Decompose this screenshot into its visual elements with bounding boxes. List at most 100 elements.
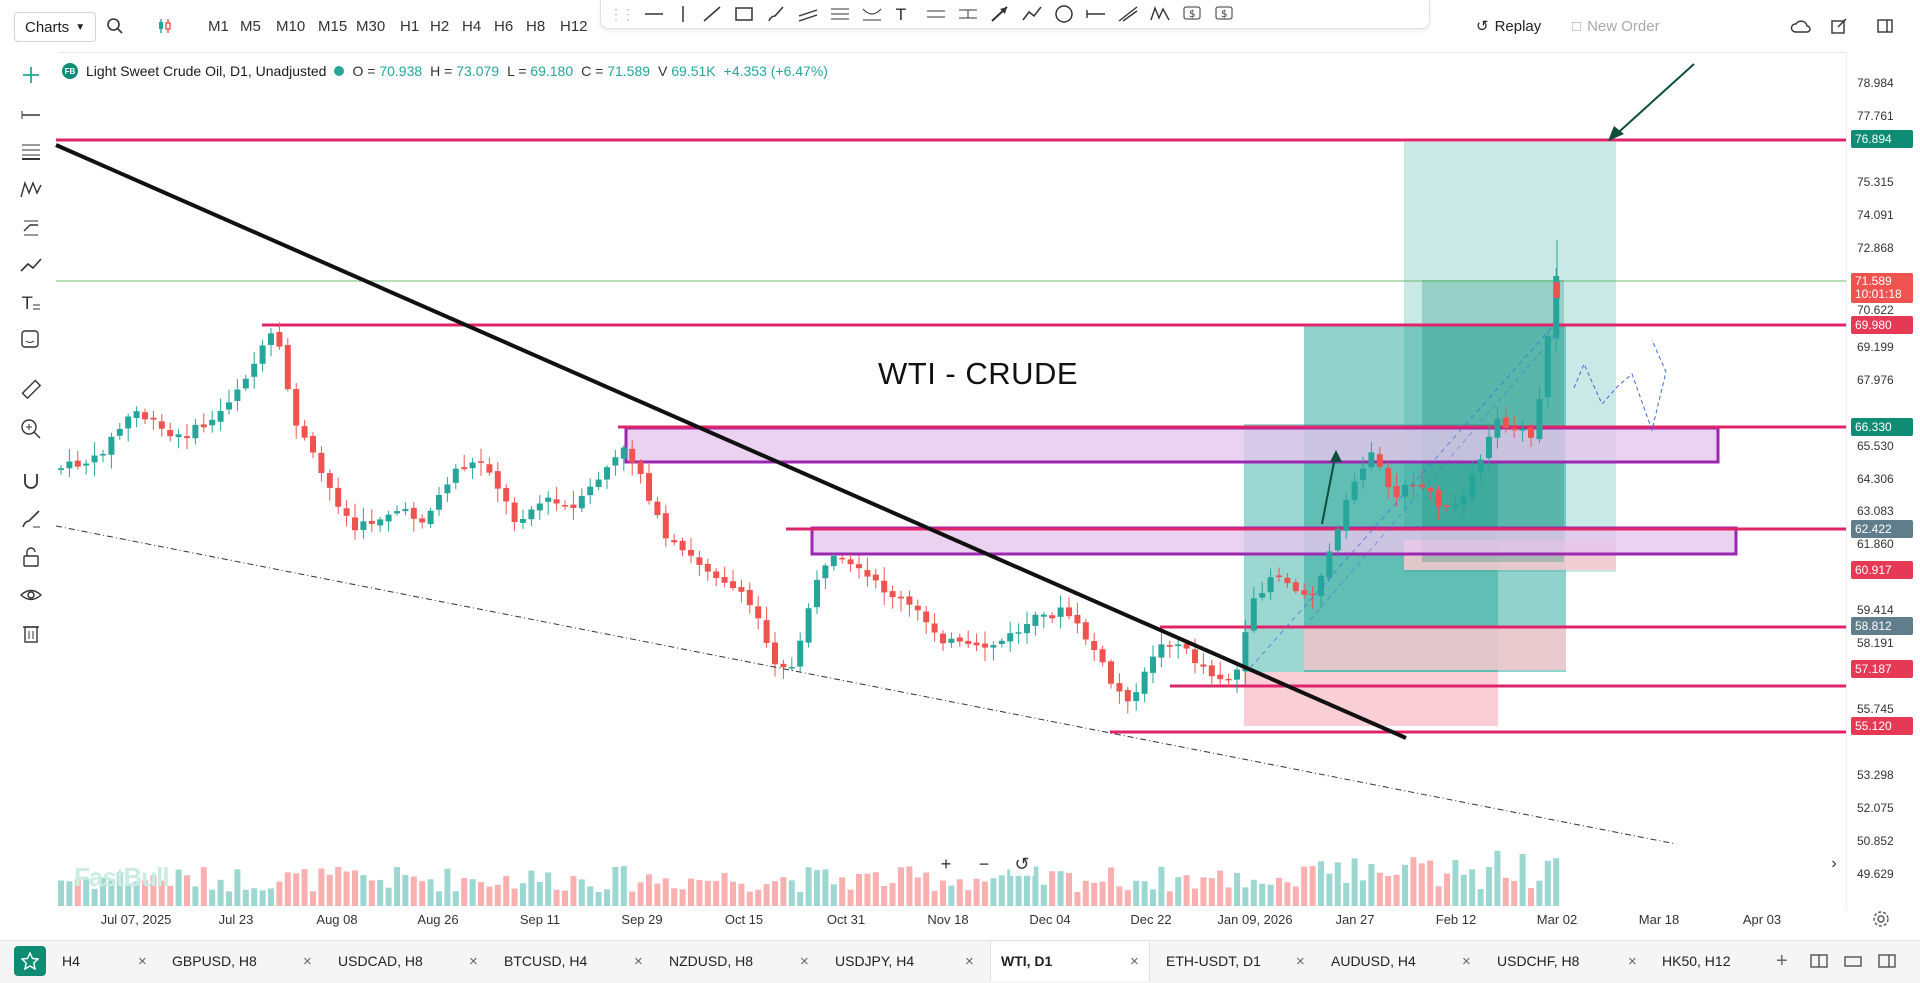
- tab-usdcad[interactable]: USDCAD, H8: [338, 953, 423, 969]
- price-tag-60917[interactable]: 60.917: [1851, 561, 1913, 579]
- tf-h8[interactable]: H8: [526, 17, 546, 35]
- eye-icon[interactable]: [18, 582, 44, 608]
- range-tool-icon[interactable]: [1085, 4, 1107, 24]
- projection-icon[interactable]: [18, 214, 44, 240]
- scroll-right-icon[interactable]: ›: [1822, 852, 1846, 876]
- tab-btcusd[interactable]: BTCUSD, H4: [504, 953, 588, 969]
- tf-h6[interactable]: H6: [494, 17, 514, 35]
- new-order-button[interactable]: □ New Order: [1572, 0, 1660, 52]
- resistance-zone-lower[interactable]: [810, 526, 1738, 556]
- close-icon[interactable]: ×: [1462, 952, 1471, 970]
- price-label-tool-icon[interactable]: $: [1181, 4, 1203, 24]
- chart-annotation-text[interactable]: WTI - CRUDE: [878, 356, 1079, 391]
- hline-icon[interactable]: [18, 102, 44, 128]
- price-tag-55120[interactable]: 55.120: [1851, 717, 1913, 735]
- charts-menu-button[interactable]: Charts ▼: [14, 12, 97, 42]
- target-arrow-line[interactable]: [1609, 63, 1695, 141]
- zoom-in-icon[interactable]: [18, 416, 44, 442]
- fib-channel-tool-icon[interactable]: [861, 4, 883, 24]
- parallel-tool-icon[interactable]: [925, 4, 947, 24]
- resistance-zone-upper[interactable]: [624, 426, 1720, 464]
- tab-h4[interactable]: H4: [62, 953, 80, 969]
- zoom-in-button[interactable]: +: [934, 852, 958, 876]
- replay-button[interactable]: ↺ Replay: [1476, 0, 1541, 52]
- tab-usdchf[interactable]: USDCHF, H8: [1497, 953, 1580, 969]
- trend-icon[interactable]: [18, 252, 44, 278]
- close-icon[interactable]: ×: [1130, 952, 1139, 970]
- minimize-icon[interactable]: [1844, 941, 1862, 981]
- fib-icon[interactable]: [18, 138, 44, 164]
- close-icon[interactable]: ×: [1628, 952, 1637, 970]
- drag-handle-icon[interactable]: ⋮⋮: [609, 5, 635, 22]
- tf-h12[interactable]: H12: [560, 17, 588, 35]
- emoji-icon[interactable]: [18, 326, 44, 352]
- pitchfork-tool-icon[interactable]: [957, 4, 979, 24]
- tf-h4[interactable]: H4: [462, 17, 482, 35]
- trash-icon[interactable]: [18, 620, 44, 646]
- vline-tool-icon[interactable]: [675, 4, 691, 24]
- hline-tool-icon[interactable]: [643, 4, 665, 24]
- tf-m15[interactable]: M15: [318, 17, 348, 35]
- long-position-stop-zone-1[interactable]: [1244, 672, 1498, 726]
- magnet-icon[interactable]: [18, 468, 44, 494]
- close-icon[interactable]: ×: [1296, 952, 1305, 970]
- price-tag-69980[interactable]: 69.980: [1851, 316, 1913, 334]
- text-icon[interactable]: T: [18, 290, 44, 316]
- price-tag-66330[interactable]: 66.330: [1851, 418, 1913, 436]
- long-position-target-zone-4[interactable]: [1422, 280, 1564, 562]
- lower-channel-line[interactable]: [55, 525, 1677, 845]
- pattern-tool-icon[interactable]: [1149, 4, 1171, 24]
- close-icon[interactable]: ×: [138, 952, 147, 970]
- price-note-tool-icon[interactable]: $: [1213, 4, 1235, 24]
- price-tag-76894[interactable]: 76.894: [1851, 130, 1913, 148]
- tab-hk50[interactable]: HK50, H12: [1662, 953, 1731, 969]
- close-icon[interactable]: ×: [469, 952, 478, 970]
- brush-tool-icon[interactable]: [765, 4, 787, 24]
- share-icon[interactable]: [1830, 0, 1848, 52]
- plus-icon[interactable]: [18, 62, 44, 88]
- close-icon[interactable]: ×: [800, 952, 809, 970]
- lock-icon[interactable]: [18, 544, 44, 570]
- tf-m30[interactable]: M30: [356, 17, 386, 35]
- rectangle-tool-icon[interactable]: [733, 4, 755, 24]
- current-price-tag[interactable]: 71.589 10:01:18: [1851, 273, 1913, 303]
- panel-icon[interactable]: [1878, 941, 1896, 981]
- tf-m10[interactable]: M10: [276, 17, 306, 35]
- tf-h1[interactable]: H1: [400, 17, 420, 35]
- panel-toggle-icon[interactable]: [1876, 0, 1894, 52]
- search-icon[interactable]: [106, 0, 124, 52]
- trendline-tool-icon[interactable]: [701, 4, 723, 24]
- ruler-icon[interactable]: [18, 376, 44, 402]
- tf-h2[interactable]: H2: [430, 17, 450, 35]
- arrow-up-line[interactable]: [1321, 451, 1337, 525]
- cloud-icon[interactable]: [1790, 0, 1812, 52]
- channel-tool-icon[interactable]: [797, 4, 819, 24]
- price-axis[interactable]: 78.984 77.761 75.315 74.091 72.868 70.62…: [1846, 52, 1920, 910]
- reset-chart-icon[interactable]: ↺: [1010, 852, 1034, 876]
- circle-tool-icon[interactable]: [1053, 4, 1075, 24]
- favorites-star-icon[interactable]: [14, 946, 46, 976]
- ray-tool-icon[interactable]: [1117, 4, 1139, 24]
- tab-wti-active[interactable]: WTI, D1: [990, 941, 1150, 981]
- fib-tool-icon[interactable]: [829, 4, 851, 24]
- tab-usdjpy[interactable]: USDJPY, H4: [835, 953, 915, 969]
- text-tool-icon[interactable]: T: [893, 4, 915, 24]
- arrow-tool-icon[interactable]: [989, 4, 1011, 24]
- close-icon[interactable]: ×: [634, 952, 643, 970]
- zoom-out-button[interactable]: −: [972, 852, 996, 876]
- close-icon[interactable]: ×: [303, 952, 312, 970]
- tf-m1[interactable]: M1: [208, 17, 229, 35]
- tab-gbpusd[interactable]: GBPUSD, H8: [172, 953, 257, 969]
- price-tag-57187[interactable]: 57.187: [1851, 660, 1913, 678]
- add-tab-icon[interactable]: +: [1776, 949, 1788, 972]
- pattern-icon[interactable]: [18, 176, 44, 202]
- tf-m5[interactable]: M5: [240, 17, 261, 35]
- symbol-title[interactable]: Light Sweet Crude Oil, D1, Unadjusted: [86, 63, 327, 79]
- tab-eth-usdt[interactable]: ETH-USDT, D1: [1166, 953, 1261, 969]
- price-tag-62422[interactable]: 62.422: [1851, 520, 1913, 538]
- brush-icon[interactable]: [18, 506, 44, 532]
- path-tool-icon[interactable]: [1021, 4, 1043, 24]
- price-tag-58812[interactable]: 58.812: [1851, 617, 1913, 635]
- tab-nzdusd[interactable]: NZDUSD, H8: [669, 953, 754, 969]
